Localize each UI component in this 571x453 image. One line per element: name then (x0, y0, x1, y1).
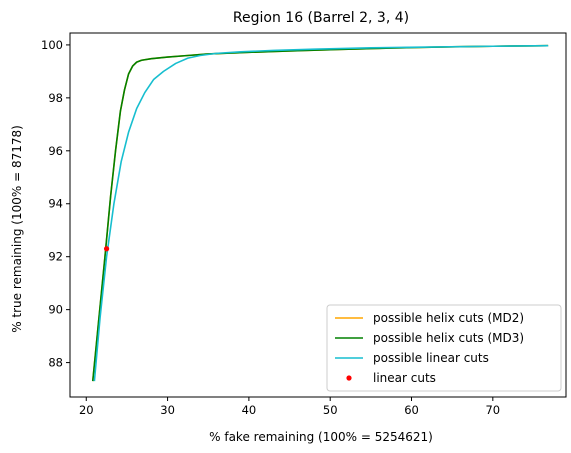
plot-frame (69, 32, 567, 398)
x-axis-label: % fake remaining (100% = 5254621) (209, 430, 433, 444)
legend-label: possible helix cuts (MD2) (373, 311, 524, 325)
x-tick-label: 50 (323, 403, 338, 417)
scatter-point (103, 246, 110, 252)
x-tick-label: 70 (485, 403, 500, 417)
x-tick-label: 40 (242, 403, 257, 417)
y-tick-label: 96 (48, 144, 63, 158)
plot-area: 20 30 40 50 60 70 88 90 92 94 96 98 100 (41, 32, 567, 417)
y-axis-label: % true remaining (100% = 87178) (10, 125, 24, 333)
y-tick-label: 90 (48, 303, 63, 317)
y-tick-label: 88 (48, 356, 63, 370)
legend-box (326, 304, 562, 392)
y-tick-label: 98 (48, 91, 63, 105)
legend-swatch-point (346, 375, 352, 381)
y-tick-label: 100 (41, 38, 63, 52)
legend-label: possible helix cuts (MD3) (373, 331, 524, 345)
legend: possible helix cuts (MD2) possible helix … (326, 304, 562, 392)
series-line-2 (93, 44, 549, 382)
legend-label: possible linear cuts (373, 351, 489, 365)
chart-title: Region 16 (Barrel 2, 3, 4) (233, 10, 409, 26)
x-tick-label: 30 (160, 403, 175, 417)
x-tick-label: 20 (79, 403, 94, 417)
y-tick-label: 92 (48, 250, 63, 264)
y-tick-label: 94 (48, 197, 63, 211)
x-tick-label: 60 (404, 403, 419, 417)
legend-label: linear cuts (373, 371, 436, 385)
